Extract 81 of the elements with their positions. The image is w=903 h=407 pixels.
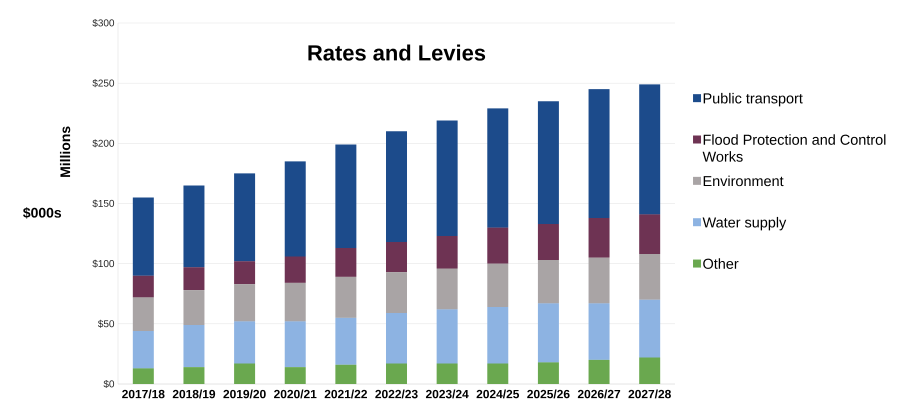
- bar: [538, 260, 559, 304]
- bar: [487, 228, 508, 264]
- y-tick-label: $0: [104, 380, 114, 388]
- bar: [132, 297, 154, 332]
- x-tick-label: 2022/23: [375, 390, 418, 398]
- bar: [639, 84, 660, 214]
- bar: [386, 364, 408, 384]
- bar: [386, 313, 408, 364]
- x-tick-label: 2021/22: [324, 390, 367, 398]
- bar: [132, 368, 154, 384]
- bar: [538, 362, 559, 384]
- bar: [436, 120, 458, 236]
- y-tick-label: $150: [92, 199, 114, 208]
- bar: [335, 276, 356, 318]
- bar: [234, 364, 256, 384]
- bar: [639, 214, 660, 254]
- bar: [284, 256, 306, 283]
- bar: [183, 290, 204, 326]
- bar: [588, 218, 610, 258]
- x-tick-label: 2027/28: [628, 390, 671, 398]
- bar: [284, 282, 306, 322]
- bar: [335, 248, 356, 277]
- bar: [335, 318, 356, 365]
- bar: [284, 367, 306, 384]
- bar: [284, 321, 306, 368]
- x-tick-label: 2017/18: [122, 390, 165, 398]
- x-tick-label: 2023/24: [426, 390, 469, 398]
- y-tick-label: $50: [98, 320, 114, 328]
- bar: [386, 272, 408, 314]
- legend-label: Other: [703, 258, 738, 269]
- bar: [335, 144, 356, 248]
- y-tick-label: $250: [92, 79, 114, 88]
- bar: [487, 306, 508, 364]
- legend-label: Water supply: [702, 216, 786, 230]
- bar: [639, 358, 660, 384]
- bar: [183, 185, 204, 268]
- bar: [234, 173, 256, 262]
- legend-label: Flood Protection and Control Works: [702, 134, 886, 162]
- bar: [386, 131, 408, 242]
- bar: [132, 331, 154, 368]
- legend-label: Public transport: [704, 92, 803, 106]
- bar: [132, 276, 154, 298]
- x-tick-label: 2019/20: [223, 390, 266, 398]
- bar: [538, 101, 559, 224]
- y-tick-label: $100: [92, 260, 114, 268]
- bar: [183, 267, 204, 290]
- bar: [588, 89, 610, 218]
- bar: [639, 300, 660, 358]
- bar: [284, 161, 306, 256]
- bar: [639, 254, 660, 300]
- legend-label: Environment: [704, 176, 784, 186]
- bar: [538, 224, 559, 260]
- bar: [335, 364, 356, 384]
- text: $000s: [23, 207, 62, 219]
- bar: [183, 325, 204, 368]
- y-tick-label: $200: [92, 139, 114, 148]
- bar: [386, 242, 408, 272]
- bar: [436, 236, 458, 268]
- bar: [234, 284, 256, 322]
- bar: [588, 258, 610, 304]
- bar: [234, 321, 256, 364]
- bar: [487, 108, 508, 228]
- y-axis-title: Millions: [60, 126, 70, 177]
- bar: [436, 268, 458, 310]
- x-tick-label: 2018/19: [172, 390, 216, 398]
- x-tick-label: 2024/25: [476, 390, 520, 398]
- bar: [588, 303, 610, 360]
- bar: [234, 261, 256, 284]
- bar: [588, 360, 610, 384]
- x-tick-label: 2025/26: [527, 390, 570, 398]
- bar: [487, 264, 508, 307]
- text: Rates and Levies: [308, 44, 486, 61]
- x-tick-label: 2020/21: [274, 390, 316, 398]
- bar: [436, 364, 458, 384]
- bar: [487, 364, 508, 384]
- bar: [538, 303, 559, 362]
- bar: [183, 367, 204, 384]
- bar: [132, 197, 154, 276]
- bar: [436, 309, 458, 364]
- x-tick-label: 2026/27: [578, 390, 620, 398]
- y-tick-label: $300: [92, 18, 114, 28]
